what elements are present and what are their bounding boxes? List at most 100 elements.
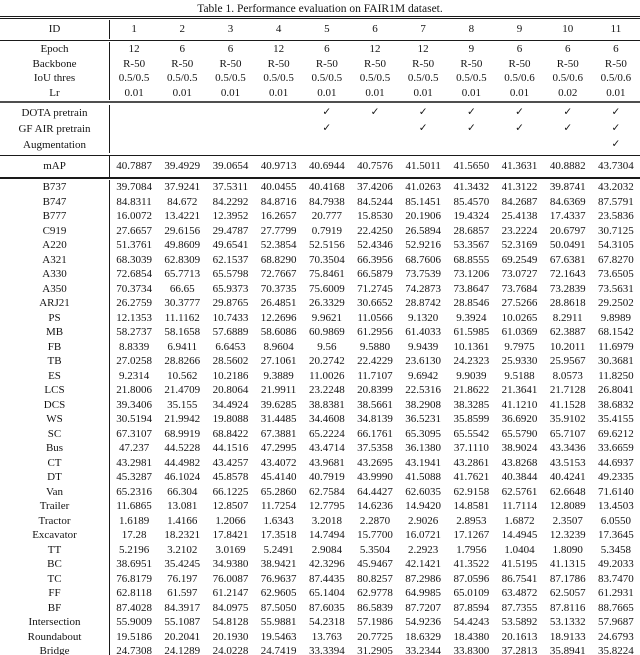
score-cell: 34.8139: [357, 413, 393, 425]
score-cell: 13.4221: [164, 210, 201, 222]
row-label: CT: [0, 455, 110, 470]
row-label: DCS: [0, 397, 110, 412]
map-row: mAP 40.7887 39.4929 39.0654 40.9713 40.6944 40…: [0, 156, 640, 177]
score-cell: 9.6942: [408, 369, 439, 382]
score-cell: 37.4206: [357, 181, 393, 193]
score-cell: 1.0404: [504, 543, 535, 556]
score-cell: 62.6035: [405, 485, 442, 498]
flag-cell: [255, 137, 303, 153]
score-cell: 0.7919: [311, 224, 342, 237]
score-cell: 49.6541: [212, 239, 249, 251]
score-cell: 41.3522: [453, 558, 490, 570]
score-cell: 62.5761: [501, 485, 538, 498]
score-cell: 84.3917: [164, 601, 201, 614]
config-cell: R-50: [460, 57, 483, 70]
score-cell: 1.7956: [456, 543, 487, 556]
config-cell: 12: [273, 43, 285, 55]
config-cell: 12: [369, 43, 381, 55]
score-cell: 35.8599: [453, 413, 490, 425]
checkmark-icon: ✓: [611, 123, 621, 134]
score-cell: 86.7541: [501, 572, 538, 585]
score-cell: 2.9084: [311, 543, 342, 556]
class-row: Excavator 17.28 18.2321 17.8421 17.3518 14.74…: [0, 528, 640, 543]
score-cell: 23.2224: [501, 224, 538, 237]
id-cell: 5: [324, 23, 330, 35]
score-cell: 11.0566: [357, 311, 393, 324]
score-cell: 62.9158: [453, 485, 490, 498]
score-cell: 8.9604: [263, 340, 294, 353]
score-cell: 9.9621: [311, 311, 342, 324]
score-cell: 9.5880: [359, 340, 391, 353]
score-cell: 57.9687: [598, 616, 634, 628]
class-row: Trailer 11.6865 13.081 12.8507 11.7254 12.779…: [0, 499, 640, 514]
score-cell: 73.5631: [598, 282, 634, 295]
score-cell: 70.3504: [308, 253, 345, 266]
score-cell: 66.65: [169, 282, 195, 295]
score-cell: 12.3239: [549, 529, 586, 541]
score-cell: 21.8622: [453, 384, 490, 396]
score-cell: 28.6857: [453, 224, 490, 237]
score-cell: 11.7114: [502, 500, 537, 512]
score-cell: 73.8647: [453, 282, 490, 295]
id-header-row: ID 1 2 3 4 5 6 7 8 9 10 11: [0, 20, 640, 39]
score-cell: 87.1786: [549, 572, 586, 585]
score-cell: 17.4337: [549, 210, 586, 222]
score-cell: 69.6212: [598, 427, 634, 440]
score-cell: 84.2687: [501, 195, 538, 208]
score-cell: 87.5050: [260, 601, 297, 614]
score-cell: 23.6130: [405, 355, 442, 367]
score-cell: 9.8989: [600, 311, 632, 324]
map-cell: 41.3631: [501, 160, 538, 172]
score-cell: 1.2066: [215, 514, 246, 527]
score-cell: 34.4608: [308, 413, 345, 425]
score-cell: 33.3394: [308, 645, 345, 655]
score-cell: 87.2986: [405, 572, 442, 585]
score-cell: 9.5188: [504, 369, 535, 382]
class-row: B777 16.0072 13.4221 12.3952 16.2657 20.777 15…: [0, 209, 640, 224]
score-cell: 20.1906: [405, 210, 442, 222]
score-cell: 25.9567: [549, 355, 586, 367]
score-cell: 38.3285: [453, 398, 490, 411]
score-cell: 68.9919: [164, 427, 201, 440]
config-cell: 0.5/0.5: [166, 72, 198, 84]
score-cell: 65.2224: [308, 427, 345, 440]
flag-cell: [351, 121, 399, 137]
score-cell: 22.4229: [357, 355, 393, 367]
score-cell: 35.9102: [549, 413, 586, 425]
score-cell: 43.2695: [357, 456, 393, 469]
row-label: DT: [0, 470, 110, 485]
score-cell: 22.4250: [357, 224, 393, 237]
score-cell: 73.1206: [453, 268, 490, 280]
checkmark-icon: ✓: [466, 107, 476, 118]
checkmark-icon: ✓: [563, 123, 573, 134]
score-cell: 83.7470: [598, 572, 634, 585]
score-cell: 20.1613: [501, 630, 538, 643]
score-cell: 28.8546: [453, 297, 490, 309]
score-cell: 39.8741: [549, 181, 586, 193]
score-cell: 23.2248: [308, 384, 345, 396]
config-cell: R-50: [604, 57, 627, 70]
score-cell: 11.6979: [598, 340, 634, 353]
score-cell: 68.7606: [405, 253, 442, 266]
score-cell: 49.8609: [164, 239, 201, 251]
score-cell: 65.7107: [549, 427, 586, 440]
score-cell: 42.1421: [405, 558, 442, 570]
row-label: Lr: [0, 85, 110, 100]
score-cell: 66.3956: [357, 253, 393, 266]
score-cell: 21.7128: [549, 384, 586, 396]
score-cell: 27.7799: [260, 224, 297, 237]
class-row: CT 43.2981 44.4982 43.4257 43.4072 43.9681 43.…: [0, 455, 640, 470]
score-cell: 21.4709: [164, 384, 201, 396]
row-label: TT: [0, 542, 110, 557]
score-cell: 76.9637: [260, 572, 297, 585]
id-cell: 8: [468, 23, 475, 35]
score-cell: 75.8461: [308, 268, 345, 280]
score-cell: 41.5088: [405, 471, 442, 483]
score-cell: 2.9026: [408, 514, 439, 527]
score-cell: 44.1516: [212, 442, 249, 454]
score-cell: 26.2759: [116, 297, 152, 309]
score-cell: 10.2011: [550, 340, 586, 353]
score-cell: 12.2696: [260, 311, 297, 324]
score-cell: 19.5463: [260, 630, 297, 643]
